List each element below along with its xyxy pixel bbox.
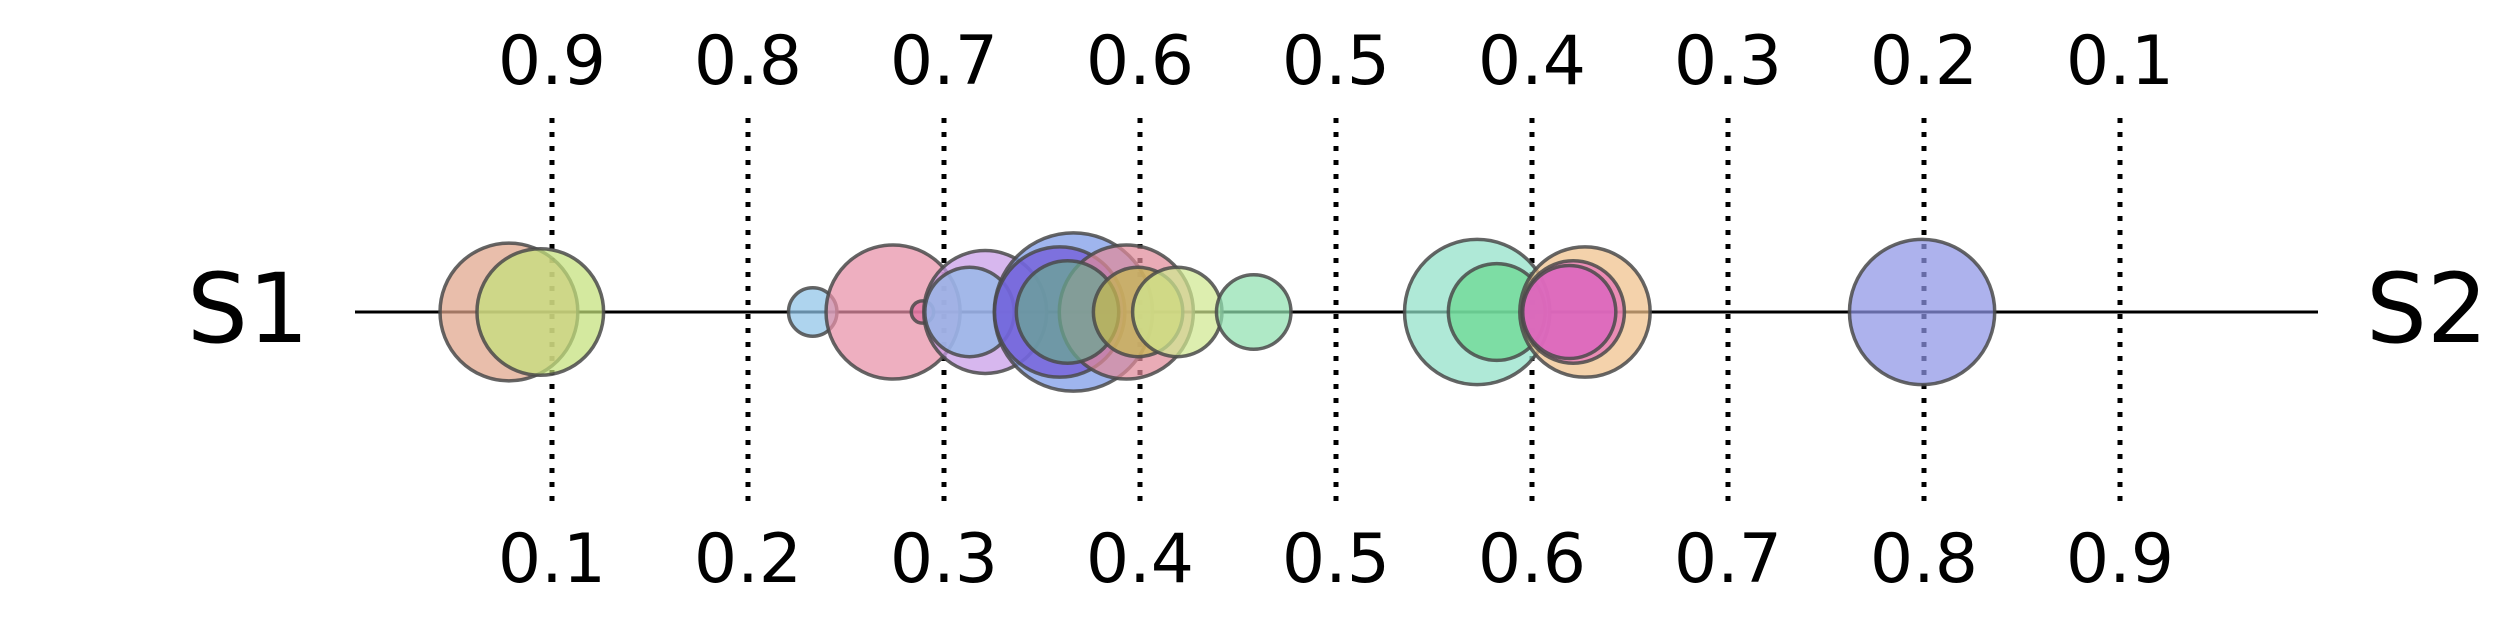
points-group [438, 231, 1997, 393]
bottom-tick-label-6: 0.6 [1478, 520, 1586, 599]
top-tick-label-6: 0.4 [1478, 22, 1586, 101]
top-tick-label-8: 0.2 [1870, 22, 1978, 101]
point-19 [1520, 263, 1618, 361]
top-tick-label-9: 0.1 [2066, 22, 2174, 101]
bottom-tick-label-5: 0.5 [1282, 520, 1390, 599]
bottom-tick-label-4: 0.4 [1086, 520, 1194, 599]
bottom-tick-label-3: 0.3 [890, 520, 998, 599]
left-end-label: S1 [187, 253, 309, 365]
bottom-tick-label-2: 0.2 [694, 520, 802, 599]
bottom-tick-labels: 0.1 0.2 0.3 0.4 0.5 0.6 0.7 0.8 0.9 [498, 520, 2174, 599]
top-tick-label-4: 0.6 [1086, 22, 1194, 101]
top-tick-label-5: 0.5 [1282, 22, 1390, 101]
top-tick-labels: 0.9 0.8 0.7 0.6 0.5 0.4 0.3 0.2 0.1 [498, 22, 2174, 101]
right-end-label: S2 [2366, 253, 2488, 365]
top-tick-label-3: 0.7 [890, 22, 998, 101]
point-20 [1847, 237, 1997, 387]
bottom-tick-label-9: 0.9 [2066, 520, 2174, 599]
bottom-tick-label-1: 0.1 [498, 520, 606, 599]
point-14 [1214, 273, 1293, 351]
bottom-tick-label-7: 0.7 [1674, 520, 1782, 599]
top-tick-label-2: 0.8 [694, 22, 802, 101]
point-2 [475, 246, 606, 378]
point-13 [1130, 265, 1224, 359]
top-tick-label-7: 0.3 [1674, 22, 1782, 101]
top-tick-label-1: 0.9 [498, 22, 606, 101]
bottom-tick-label-8: 0.8 [1870, 520, 1978, 599]
